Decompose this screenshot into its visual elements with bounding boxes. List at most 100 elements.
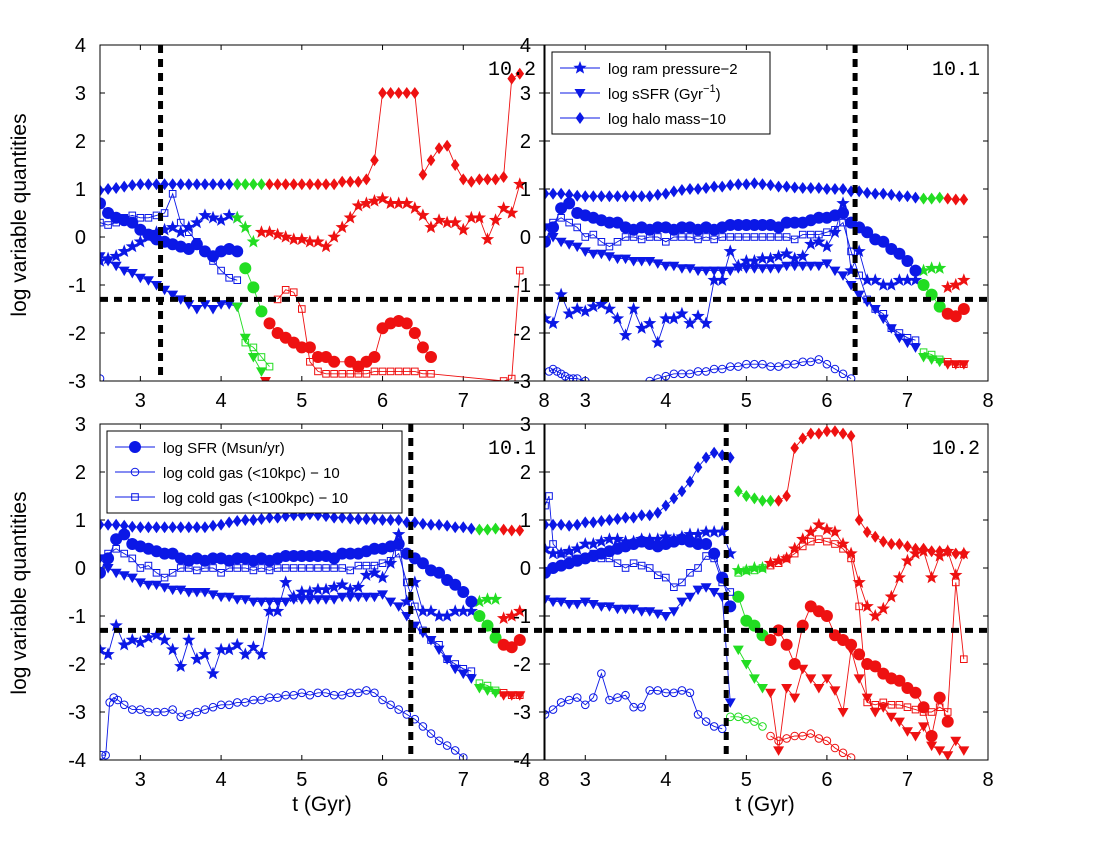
panel-label: 10.2 <box>488 59 536 82</box>
data-point <box>394 367 403 376</box>
data-point <box>960 655 968 664</box>
data-point <box>715 525 729 538</box>
data-point <box>144 214 153 222</box>
data-point <box>580 376 590 381</box>
data-point <box>152 521 161 534</box>
data-point <box>345 175 355 188</box>
plot-frame <box>544 423 989 761</box>
data-point <box>370 561 379 570</box>
data-point <box>458 173 468 186</box>
y-tick-label: 1 <box>75 179 86 201</box>
data-point <box>781 684 793 694</box>
data-point <box>644 607 656 617</box>
data-point <box>133 234 148 248</box>
data-point <box>378 559 387 568</box>
data-point <box>782 180 791 193</box>
data-point <box>620 604 632 615</box>
panel-bottom-right: 3 4 5 6 7 8 -4 -3 -2 -1 0 1 2 3 10.2 <box>513 414 993 791</box>
data-point <box>375 191 390 205</box>
data-point <box>483 173 492 186</box>
data-point <box>383 556 398 569</box>
data-point <box>942 751 954 760</box>
data-point <box>611 254 623 265</box>
data-point <box>766 731 775 741</box>
data-point <box>496 611 511 625</box>
data-point <box>790 359 799 369</box>
y-tick-label: 3 <box>75 83 86 105</box>
data-point <box>467 175 476 188</box>
data-point <box>637 702 646 712</box>
data-point <box>507 691 516 700</box>
data-point <box>160 573 169 582</box>
data-point <box>346 370 355 378</box>
data-point <box>935 355 944 364</box>
data-point <box>578 537 592 550</box>
data-point <box>416 341 429 354</box>
data-point <box>678 578 686 587</box>
y-tick-label: 1 <box>520 510 531 532</box>
series-log-halo-mass-10 <box>100 67 525 197</box>
series-log-ssfr-gyr-1- <box>100 554 526 701</box>
data-point <box>718 233 727 241</box>
data-point <box>184 710 194 719</box>
data-point <box>629 511 638 524</box>
data-point <box>427 370 435 378</box>
series-line <box>545 495 731 593</box>
data-point <box>549 540 557 548</box>
data-point <box>378 514 387 526</box>
data-point <box>214 213 228 226</box>
data-point <box>798 731 808 741</box>
data-point <box>839 545 847 553</box>
data-point <box>344 592 356 603</box>
data-point <box>392 196 406 210</box>
data-point <box>669 492 679 505</box>
data-point <box>393 602 405 612</box>
x-tick-label: 6 <box>821 769 832 791</box>
data-point <box>193 566 201 575</box>
data-point <box>847 247 855 256</box>
data-point <box>280 597 292 608</box>
data-point <box>416 557 429 570</box>
data-point <box>222 208 236 222</box>
series-line <box>770 733 852 758</box>
data-point <box>903 334 912 342</box>
data-point <box>303 585 317 598</box>
data-point <box>756 264 768 274</box>
legend-marker <box>130 467 140 477</box>
data-point <box>223 592 235 603</box>
data-point <box>557 214 565 222</box>
data-point <box>101 750 110 760</box>
data-point <box>870 187 880 200</box>
data-point <box>613 190 622 203</box>
data-point <box>949 278 963 291</box>
data-point <box>136 564 145 572</box>
data-point <box>603 252 615 262</box>
data-point <box>217 569 225 577</box>
data-point <box>416 604 430 617</box>
data-point <box>885 712 897 723</box>
data-point <box>766 494 775 507</box>
legend: log SFR (Msun/yr) log cold gas (<10kpc) −… <box>106 430 403 514</box>
data-point <box>176 712 186 722</box>
legend-entry-text: log halo mass−10 <box>608 111 726 128</box>
y-tick-label: 4 <box>75 35 86 57</box>
data-point <box>257 513 266 526</box>
data-point <box>903 703 912 712</box>
data-point <box>312 595 324 605</box>
data-point <box>175 585 187 596</box>
data-point <box>306 358 314 366</box>
legend-superscript: −1 <box>703 83 716 95</box>
data-point <box>637 509 646 522</box>
series-line <box>503 692 520 696</box>
data-point <box>193 238 201 246</box>
x-tick-label: 7 <box>458 390 469 412</box>
data-point <box>725 179 735 192</box>
legend-suffix: ) <box>716 86 721 103</box>
plot-area <box>545 424 988 760</box>
data-point <box>637 190 646 203</box>
data-point <box>774 362 783 371</box>
data-point <box>360 592 372 603</box>
data-point <box>182 220 196 234</box>
data-point <box>901 727 913 737</box>
data-point <box>564 519 574 532</box>
